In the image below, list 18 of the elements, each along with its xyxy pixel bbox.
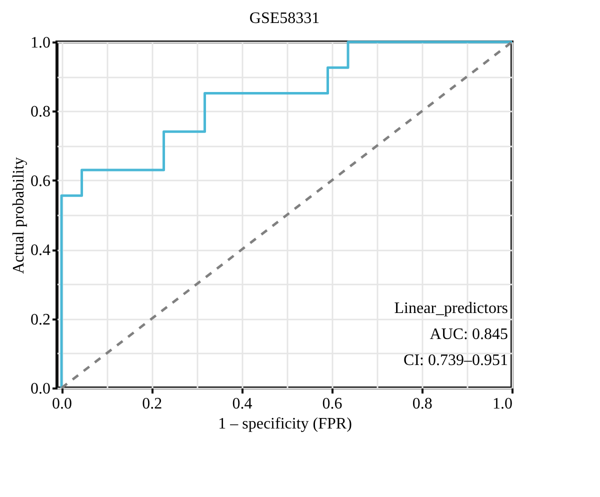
x-tick-label: 1.0 bbox=[492, 396, 512, 412]
x-tick-label: 0.2 bbox=[142, 396, 162, 412]
y-tick-label: 1.0 bbox=[30, 34, 50, 52]
y-tick-label: 0.4 bbox=[30, 242, 50, 260]
x-tick-label: 0.0 bbox=[52, 396, 72, 412]
annotation: Linear_predictors bbox=[394, 300, 508, 317]
y-tick-label: 0.6 bbox=[30, 172, 50, 190]
annotation: CI: 0.739–0.951 bbox=[404, 352, 508, 369]
x-axis-title: 1 – specificity (FPR) bbox=[218, 416, 352, 432]
x-tick-label: 0.6 bbox=[322, 396, 342, 412]
y-tick-label: 0.0 bbox=[30, 380, 50, 398]
annotation: AUC: 0.845 bbox=[430, 326, 508, 343]
y-tick-label: 0.8 bbox=[30, 104, 50, 121]
x-tick-label: 0.4 bbox=[232, 396, 252, 412]
chart-title: GSE58331 bbox=[249, 10, 320, 27]
x-tick-label: 0.8 bbox=[412, 396, 432, 412]
y-tick-label: 0.2 bbox=[30, 311, 50, 328]
y-axis-title: Actual probability bbox=[10, 157, 28, 274]
